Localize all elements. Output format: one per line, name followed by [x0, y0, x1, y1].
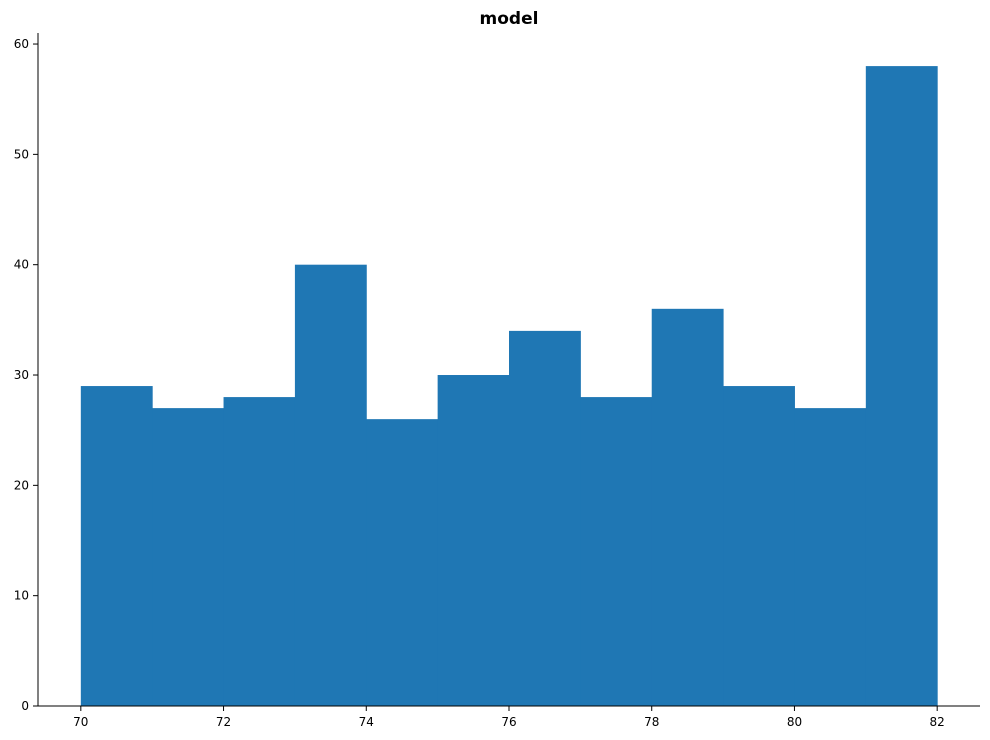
y-tick-label: 20 — [14, 478, 29, 492]
y-tick-label: 60 — [14, 37, 29, 51]
histogram-bar — [294, 264, 367, 706]
x-tick-label: 70 — [73, 715, 88, 729]
y-tick-label: 40 — [14, 258, 29, 272]
y-tick-label: 30 — [14, 368, 29, 382]
histogram-bar — [865, 66, 938, 706]
x-tick-label: 72 — [216, 715, 231, 729]
y-tick-label: 10 — [14, 589, 29, 603]
histogram-bar — [651, 308, 724, 706]
x-tick-label: 82 — [930, 715, 945, 729]
x-tick-label: 78 — [644, 715, 659, 729]
x-tick-label: 76 — [501, 715, 516, 729]
histogram-bar — [223, 397, 296, 706]
y-tick-label: 0 — [21, 699, 29, 713]
x-axis-ticks: 70 72 74 76 78 80 82 — [73, 706, 945, 729]
histogram-bar — [723, 386, 795, 706]
y-tick-label: 50 — [14, 147, 29, 161]
histogram-bar — [80, 386, 153, 706]
histogram-bar — [794, 408, 867, 706]
x-tick-label: 74 — [359, 715, 374, 729]
histogram-bar — [152, 408, 225, 706]
y-axis-ticks: 0 10 20 30 40 50 60 — [14, 37, 38, 713]
x-tick-label: 80 — [787, 715, 802, 729]
histogram-bar — [366, 419, 439, 706]
bars-group — [80, 66, 938, 706]
histogram-bar — [580, 397, 653, 706]
chart-title: model — [480, 9, 539, 29]
histogram-bar — [509, 330, 581, 706]
histogram-bar — [437, 375, 510, 706]
